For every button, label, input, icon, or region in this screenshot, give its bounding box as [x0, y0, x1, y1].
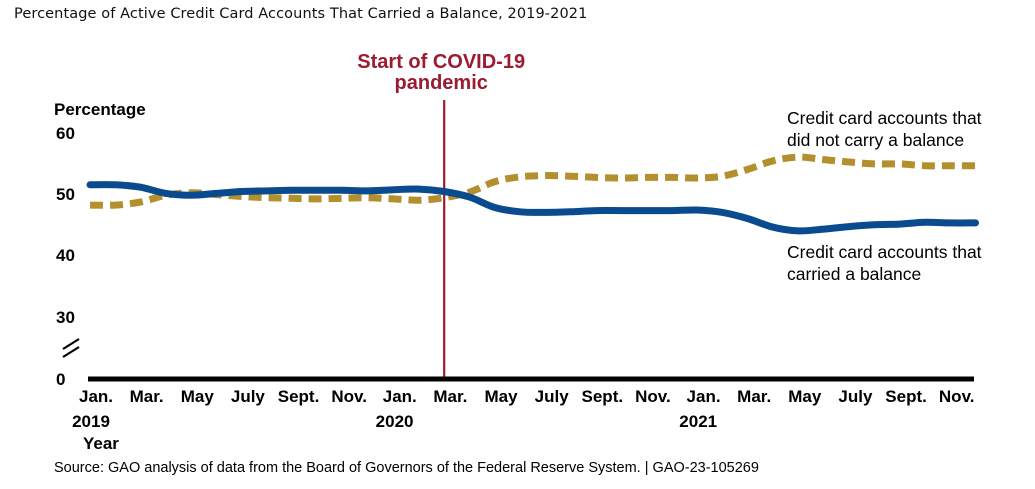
x-tick-label: May	[181, 387, 215, 406]
covid-annotation: Start of COVID-19 pandemic	[357, 51, 525, 379]
x-tick-label: May	[485, 387, 519, 406]
series-line-carried	[86, 181, 979, 235]
y-tick-label: 50	[56, 185, 75, 204]
x-tick-label: Mar.	[433, 387, 467, 406]
x-tick-label: July	[838, 387, 873, 406]
year-label: 2021	[679, 412, 717, 431]
x-tick-label: Sept.	[582, 387, 624, 406]
x-tick-label: Nov.	[331, 387, 367, 406]
x-tick-label: Mar.	[130, 387, 164, 406]
x-tick-label: Sept.	[278, 387, 320, 406]
x-tick-label: Nov.	[939, 387, 975, 406]
x-tick-label: Sept.	[885, 387, 927, 406]
source-note: Source: GAO analysis of data from the Bo…	[54, 460, 759, 476]
y-ticks: 0 30 40 50 60	[56, 124, 75, 389]
y-tick-label: 0	[56, 370, 65, 389]
series-label-carried-line-2: carried a balance	[787, 264, 921, 284]
x-tick-label: July	[231, 387, 266, 406]
y-tick-label: 60	[56, 124, 75, 143]
covid-label-line-1: Start of COVID-19	[357, 51, 525, 73]
x-tick-label: May	[788, 387, 822, 406]
series-label-not-carried-line-1: Credit card accounts that	[787, 108, 982, 128]
y-axis-label: Percentage	[54, 100, 146, 119]
x-tick-label: Jan.	[79, 387, 113, 406]
x-tick-label: Nov.	[635, 387, 671, 406]
y-tick-label: 30	[56, 308, 75, 327]
y-tick-label: 40	[56, 246, 75, 265]
year-label: 2020	[376, 412, 414, 431]
series-label-carried-line-1: Credit card accounts that	[787, 242, 982, 262]
x-tick-label: Jan.	[383, 387, 417, 406]
year-label: 2019	[72, 412, 110, 431]
x-ticks: Jan. Mar. May July Sept. Nov. Jan. Mar. May July S…	[79, 387, 975, 406]
year-ticks: 2019 2020 2021	[72, 412, 717, 431]
x-tick-label: Mar.	[737, 387, 771, 406]
axis-break-icon	[62, 338, 80, 358]
series-line-not-carried	[89, 153, 976, 209]
chart-title: Percentage of Active Credit Card Account…	[14, 6, 588, 22]
series-lines	[86, 153, 979, 235]
x-tick-label: July	[535, 387, 570, 406]
series-label-not-carried-line-2: did not carry a balance	[787, 130, 964, 150]
x-tick-label: Jan.	[687, 387, 721, 406]
x-axis-label: Year	[83, 434, 119, 453]
covid-label-line-2: pandemic	[395, 72, 488, 94]
